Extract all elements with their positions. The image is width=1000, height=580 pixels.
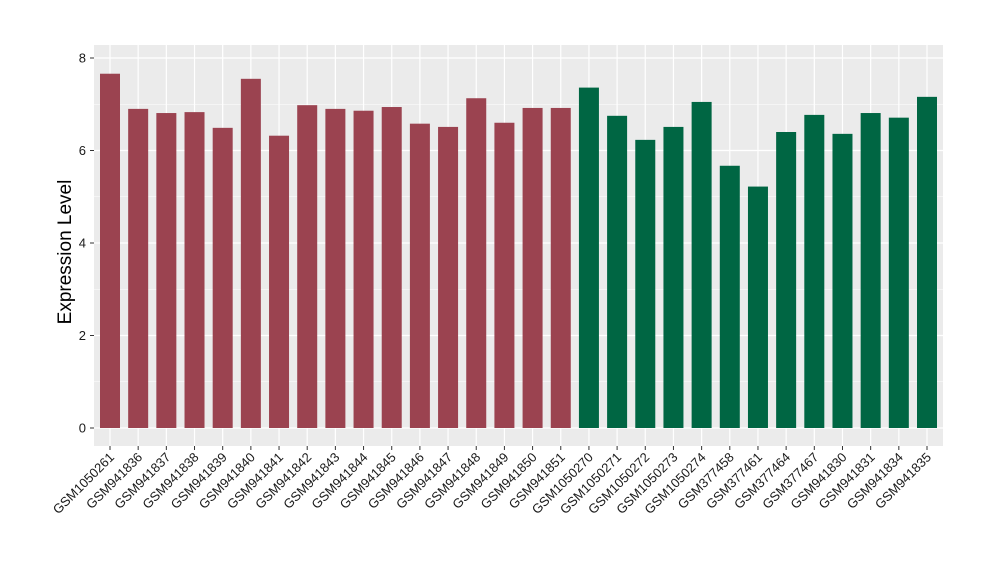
bar bbox=[128, 108, 149, 428]
bar bbox=[832, 133, 853, 428]
bar bbox=[156, 113, 177, 428]
bars bbox=[100, 73, 937, 429]
bar bbox=[747, 186, 768, 428]
y-axis: 0 2 4 6 8 bbox=[79, 51, 94, 436]
bar bbox=[269, 135, 290, 428]
bar bbox=[522, 107, 543, 428]
bar bbox=[438, 126, 459, 428]
bar bbox=[663, 126, 684, 428]
bar bbox=[917, 96, 937, 428]
y-tick-label: 6 bbox=[79, 143, 86, 158]
y-axis-title: Expression Level bbox=[55, 180, 76, 325]
bar bbox=[719, 165, 740, 428]
bar bbox=[776, 132, 797, 428]
bar bbox=[100, 73, 120, 428]
bar bbox=[381, 107, 402, 429]
bar bbox=[353, 110, 374, 428]
y-tick-label: 8 bbox=[79, 51, 86, 66]
bar bbox=[297, 105, 318, 429]
bar bbox=[494, 122, 515, 428]
bar bbox=[184, 112, 205, 429]
bar bbox=[466, 98, 487, 429]
bar bbox=[240, 78, 261, 428]
plot-panel bbox=[94, 45, 943, 446]
bar bbox=[409, 123, 430, 429]
bar bbox=[325, 108, 346, 428]
bar bbox=[578, 87, 599, 428]
y-tick-label: 0 bbox=[79, 421, 86, 436]
bar bbox=[888, 117, 909, 428]
bar bbox=[607, 115, 628, 428]
bar bbox=[550, 107, 571, 428]
bar bbox=[804, 114, 825, 428]
bar bbox=[691, 101, 712, 428]
y-tick-label: 4 bbox=[79, 236, 86, 251]
bar bbox=[860, 113, 881, 428]
bar bbox=[635, 139, 656, 429]
x-axis: GSM1050261GSM941836GSM941837GSM941838GSM… bbox=[50, 446, 934, 517]
bar bbox=[212, 127, 233, 429]
y-tick-label: 2 bbox=[79, 328, 86, 343]
